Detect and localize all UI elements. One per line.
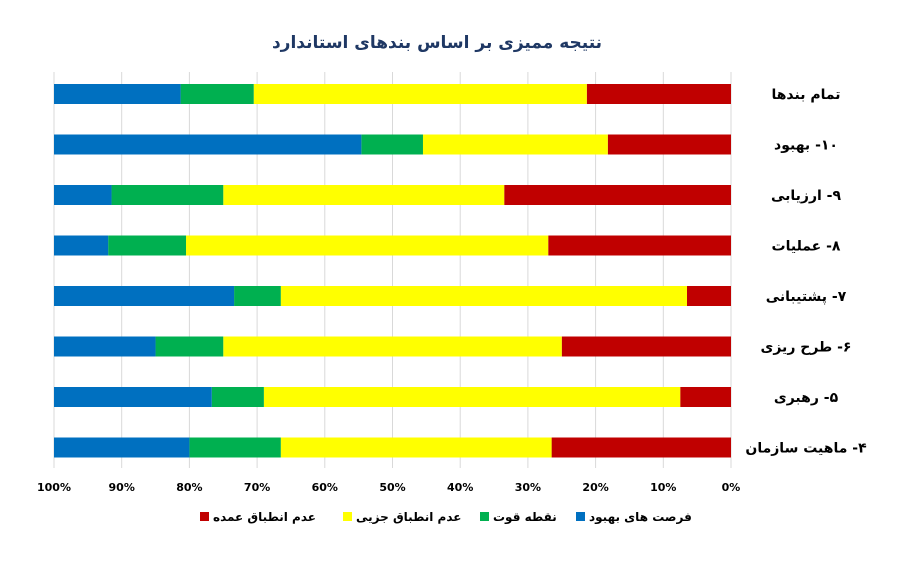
legend: عدم انطباق عمده عدم انطباق جزیی نقطه قوت فر… <box>200 510 692 525</box>
x-tick-label: 60% <box>312 481 338 494</box>
bar-segment <box>54 387 212 407</box>
bar-segment <box>680 387 731 407</box>
bar-segment <box>234 286 281 306</box>
bar-segment <box>548 235 731 256</box>
legend-label: فرصت های بهبود <box>589 510 692 525</box>
category-label: ۵- رهبری <box>774 390 839 406</box>
chart-title: نتیجه ممیزی بر اساس بندهای استاندارد <box>272 33 602 53</box>
x-tick-label: 50% <box>379 481 405 494</box>
bar-segment <box>504 185 731 205</box>
bar-segment <box>586 84 731 104</box>
legend-swatch <box>576 512 585 521</box>
bar-segment <box>280 437 552 458</box>
bars <box>54 84 731 458</box>
legend-swatch <box>343 512 352 521</box>
legend-swatch <box>200 512 209 521</box>
x-tick-label: 80% <box>176 481 202 494</box>
category-label: ۶- طرح ریزی <box>761 340 852 356</box>
bar-segment <box>111 185 224 205</box>
x-axis-ticks: 100% 90% 80% 70% 60% 50% 40% 30% 20% 10% 0% <box>37 481 740 494</box>
legend-label: نقطه قوت <box>493 510 557 525</box>
bar-segment <box>561 336 731 357</box>
x-tick-label: 70% <box>244 481 270 494</box>
bar-segment <box>361 134 423 155</box>
bar-segment <box>54 437 190 458</box>
category-label: ۸- عملیات <box>772 239 841 255</box>
category-label: ۷- پشتیبانی <box>766 289 847 305</box>
category-label: تمام بندها <box>771 87 840 103</box>
bar-segment <box>551 437 731 458</box>
bar-segment <box>263 387 681 407</box>
bar-segment <box>422 134 608 155</box>
legend-label: عدم انطباق جزیی <box>356 510 461 525</box>
legend-swatch <box>480 512 489 521</box>
bar-segment <box>54 185 112 205</box>
x-tick-label: 0% <box>722 481 741 494</box>
x-tick-label: 30% <box>515 481 541 494</box>
category-label: ۱۰- بهبود <box>774 138 838 154</box>
category-label: ۹- ارزیابی <box>771 188 842 204</box>
legend-label: عدم انطباق عمده <box>213 510 316 525</box>
x-tick-label: 90% <box>109 481 135 494</box>
bar-segment <box>280 286 687 306</box>
gridlines <box>53 72 732 468</box>
bar-segment <box>54 286 235 306</box>
x-tick-label: 100% <box>37 481 71 494</box>
bar-segment <box>223 185 505 205</box>
bar-segment <box>54 336 156 357</box>
bar-segment <box>180 84 254 104</box>
category-label: ۴- ماهیت سازمان <box>745 441 867 457</box>
bar-segment <box>253 84 587 104</box>
x-tick-label: 40% <box>447 481 473 494</box>
bar-segment <box>189 437 281 458</box>
bar-segment <box>54 235 109 256</box>
category-labels: تمام بندها ۱۰- بهبود ۹- ارزیابی ۸- عملیات ۷-… <box>745 87 867 457</box>
bar-segment <box>607 134 731 155</box>
bar-segment <box>686 286 731 306</box>
x-tick-label: 20% <box>582 481 608 494</box>
bar-segment <box>223 336 562 357</box>
bar-segment <box>54 134 362 155</box>
bar-segment <box>155 336 224 357</box>
x-tick-label: 10% <box>650 481 676 494</box>
bar-segment <box>54 84 181 104</box>
bar-segment <box>186 235 549 256</box>
bar-segment <box>211 387 264 407</box>
bar-segment <box>108 235 187 256</box>
